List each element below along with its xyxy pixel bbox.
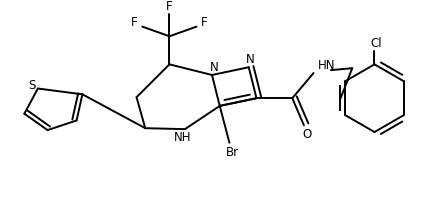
- Text: O: O: [302, 129, 311, 141]
- Text: F: F: [201, 16, 208, 29]
- Text: F: F: [131, 16, 138, 29]
- Text: S: S: [28, 79, 36, 92]
- Text: Cl: Cl: [371, 37, 382, 50]
- Text: HN: HN: [318, 59, 335, 72]
- Text: F: F: [166, 0, 173, 13]
- Text: N: N: [246, 53, 255, 66]
- Text: Br: Br: [226, 146, 239, 159]
- Text: NH: NH: [174, 131, 192, 144]
- Text: N: N: [209, 61, 218, 74]
